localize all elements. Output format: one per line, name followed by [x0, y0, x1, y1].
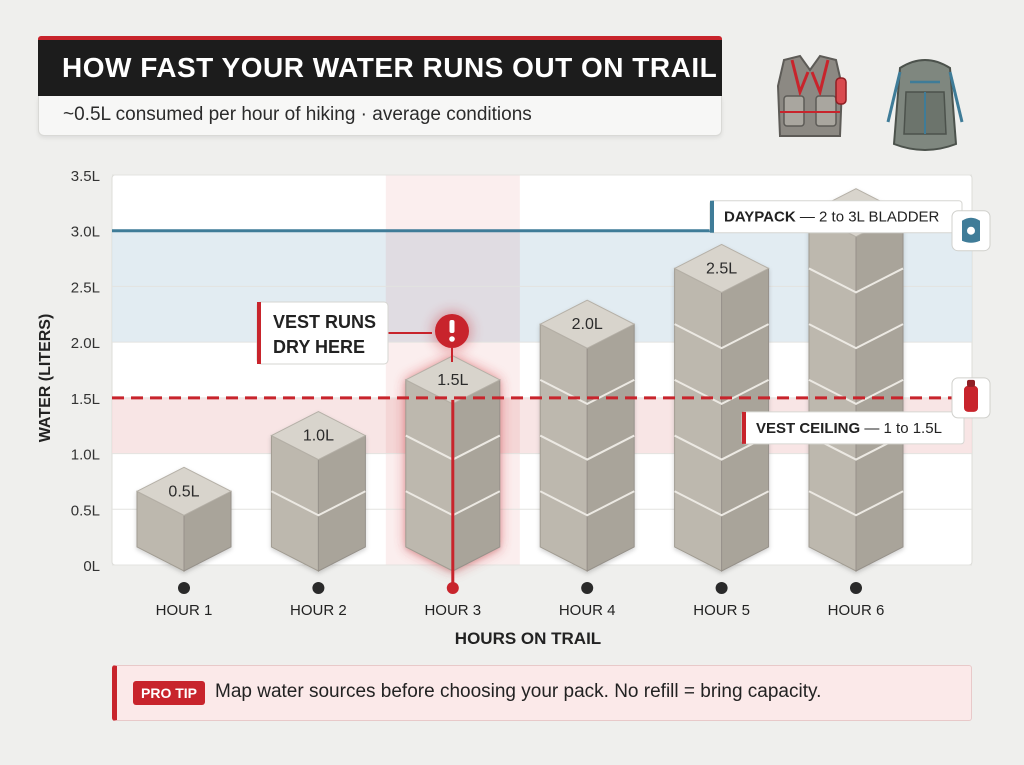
bar-unit-line [808, 267, 904, 294]
x-tick-label: HOUR 5 [693, 602, 750, 619]
water-chart: 0L 0.5L 1.0L 1.5L 2.0L 2.5L 3.0L 3.5L WATER (LIT… [37, 168, 991, 648]
x-axis-label: HOURS ON TRAIL [455, 629, 601, 648]
bottle-cap [967, 379, 975, 387]
y-tick-label: 1.0L [71, 447, 100, 464]
y-axis-label: WATER (LITERS) [37, 314, 54, 443]
bar-1 [135, 466, 233, 572]
y-tick-label: 1.5L [71, 391, 100, 408]
y-tick-label: 3.5L [71, 168, 100, 185]
pro-tip-text: Map water sources before choosing your p… [215, 681, 822, 702]
daypack-icon [886, 59, 964, 151]
bar-6 [807, 188, 905, 572]
bar-left-face [674, 267, 723, 572]
x-tick-label: HOUR 1 [156, 602, 213, 619]
water-bottle-icon [951, 377, 991, 419]
vest-ceiling-label: VEST CEILING — 1 to 1.5L [756, 420, 942, 437]
pro-tip-badge: PRO TIP [133, 681, 206, 705]
bar-top-face [135, 466, 233, 516]
x-tick-label: HOUR 3 [424, 602, 481, 619]
bar-top-face [270, 411, 367, 461]
bar-unit-line [539, 378, 635, 405]
callout-line-1: VEST RUNS [273, 312, 376, 332]
bladder-cap [967, 226, 975, 235]
bar-2 [270, 411, 367, 572]
bar-unit-line [808, 323, 904, 350]
bar-top-face [404, 355, 501, 405]
bar-top-face [539, 299, 636, 349]
callout-line-2: DRY HERE [273, 337, 365, 357]
ref-label-bold: DAYPACK [724, 209, 800, 226]
title-bar: HOW FAST YOUR WATER RUNS OUT ON TRAIL [38, 36, 722, 96]
bar-right-face [452, 379, 501, 572]
y-tick-label: 2.5L [71, 279, 100, 296]
label-accent [742, 411, 746, 444]
y-tick-label: 3.0L [71, 224, 100, 241]
bar-left-face [405, 379, 454, 572]
page-subtitle: ~0.5L consumed per hour of hiking · aver… [63, 104, 532, 125]
y-tick-label: 2.0L [71, 335, 100, 352]
x-tick-label: HOUR 2 [290, 602, 347, 619]
axis-dot [850, 582, 862, 594]
hydration-vest-icon [776, 54, 847, 137]
alert-dot [449, 336, 455, 342]
bar-unit-line [674, 323, 770, 350]
axis-dot [715, 582, 728, 594]
bar-value-label: 1.0L [303, 428, 334, 445]
bar-5 [673, 243, 770, 572]
label-accent [710, 200, 714, 233]
axis-dot [581, 582, 594, 594]
bar-value-label: 2.5L [706, 260, 737, 277]
bar-value-label: 1.5L [437, 372, 468, 389]
ref-label-bold: VEST CEILING [756, 420, 864, 437]
subtitle-bar: ~0.5L consumed per hour of hiking · aver… [38, 96, 722, 136]
page-title: HOW FAST YOUR WATER RUNS OUT ON TRAIL [62, 52, 718, 83]
bar-unit-line [808, 490, 904, 517]
x-tick-label: HOUR 6 [828, 602, 885, 619]
daypack-label: DAYPACK — 2 to 3L BLADDER [724, 209, 940, 226]
axis-dot [178, 582, 190, 594]
bar-4 [539, 299, 636, 572]
bar-unit-line [539, 434, 635, 461]
callout-accent [257, 302, 261, 364]
pro-tip-box: PRO TIP Map water sources before choosin… [112, 665, 972, 721]
x-tick-label: HOUR 4 [559, 602, 616, 619]
bar-unit-line [539, 490, 635, 517]
y-tick-label: 0L [83, 558, 100, 575]
ref-label-rest: — 2 to 3L BLADDER [800, 209, 940, 226]
bottle-shape [964, 385, 978, 412]
bar-top-face [673, 243, 770, 293]
alert-bar [449, 320, 455, 333]
y-tick-label: 0.5L [71, 502, 100, 519]
ref-label-rest: — 1 to 1.5L [864, 420, 942, 437]
axis-dot [312, 582, 325, 594]
bar-unit-line [674, 490, 770, 517]
bar-unit-line [270, 490, 366, 517]
bar-unit-line [808, 378, 904, 405]
bar-value-label: 0.5L [168, 483, 199, 500]
bar-unit-line [674, 378, 770, 405]
alert-icon [432, 311, 472, 362]
bar-value-label: 2.0L [572, 316, 603, 333]
water-bladder-icon [951, 210, 991, 252]
